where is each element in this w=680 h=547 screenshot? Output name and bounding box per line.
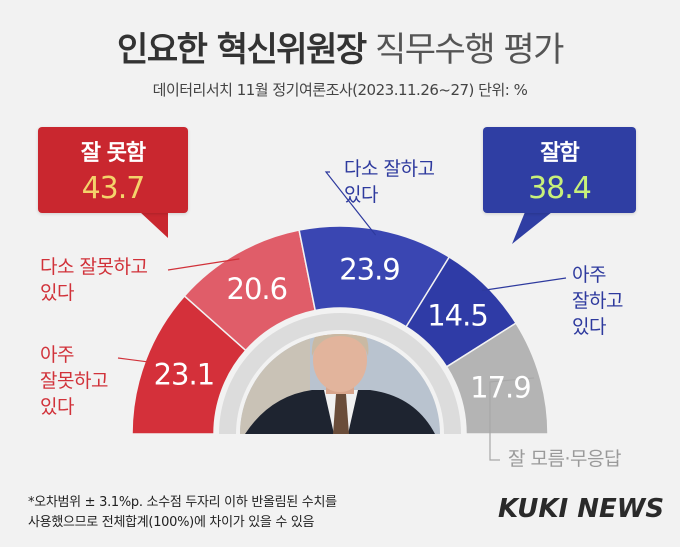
kuki-news-logo: KUKI NEWS [498, 494, 665, 524]
label-very-bad-line1: 아주 [40, 344, 74, 366]
label-very-good: 아주 잘하고 있다 [572, 262, 623, 340]
label-somewhat-bad-line1: 다소 잘못하고 [40, 256, 148, 278]
label-somewhat-good-line2: 있다 [344, 184, 378, 206]
label-very-good-line1: 아주 [572, 264, 606, 286]
value-very-good: 14.5 [427, 298, 488, 332]
negative-summary-box: 잘 못함 43.7 [38, 127, 188, 213]
label-very-good-line2: 잘하고 [572, 290, 623, 312]
negative-summary-value: 43.7 [81, 171, 146, 206]
leader-very-good [482, 277, 567, 292]
chart-subtitle: 데이터리서치 11월 정기여론조사(2023.11.26~27) 단위: % [152, 81, 528, 99]
leader-unknown [489, 377, 535, 461]
label-somewhat-good-line1: 다소 잘하고 [344, 158, 435, 180]
value-somewhat-good: 23.9 [339, 253, 400, 287]
segment-unknown [445, 322, 549, 435]
label-somewhat-bad: 다소 잘못하고 있다 [40, 254, 148, 306]
title-light: 직무수행 평가 [374, 30, 565, 70]
chart-title: 인요한 혁신위원장 직무수행 평가 [0, 22, 680, 71]
inner-ring [219, 313, 461, 434]
value-very-bad: 23.1 [154, 358, 215, 392]
positive-summary-box: 잘함 38.4 [483, 127, 636, 213]
label-somewhat-bad-line2: 있다 [40, 282, 74, 304]
label-very-bad: 아주 잘못하고 있다 [40, 342, 108, 420]
negative-summary-label: 잘 못함 [80, 141, 146, 166]
value-unknown: 17.9 [470, 371, 531, 405]
footnote: *오차범위 ± 3.1%p. 소수점 두자리 이하 반올림된 수치를 사용했으므… [28, 493, 337, 533]
value-somewhat-bad: 20.6 [227, 272, 288, 306]
negative-box-pointer [140, 212, 168, 238]
footnote-line2: 사용했으므로 전체합계(100%)에 차이가 있을 수 있음 [28, 515, 315, 530]
label-somewhat-good: 다소 잘하고 있다 [344, 156, 435, 208]
footnote-line1: *오차범위 ± 3.1%p. 소수점 두자리 이하 반올림된 수치를 [28, 495, 337, 510]
leader-very-bad [117, 357, 152, 363]
positive-summary-label: 잘함 [540, 141, 579, 166]
positive-summary-value: 38.4 [528, 171, 592, 206]
label-very-bad-line3: 있다 [40, 396, 74, 418]
label-very-bad-line2: 잘못하고 [40, 370, 108, 392]
label-very-good-line3: 있다 [572, 316, 606, 338]
label-unknown: 잘 모름·무응답 [508, 448, 621, 470]
title-bold: 인요한 혁신위원장 [117, 30, 367, 70]
leader-somewhat-good [324, 171, 377, 236]
leader-somewhat-bad [167, 258, 240, 271]
positive-box-pointer [512, 212, 552, 244]
